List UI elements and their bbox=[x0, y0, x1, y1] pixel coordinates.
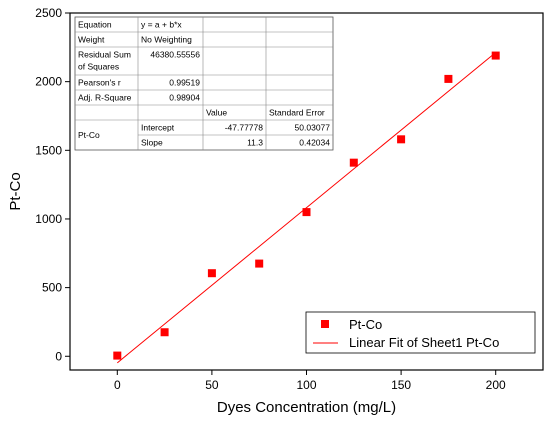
data-point bbox=[397, 135, 406, 144]
table-cell: Weight bbox=[78, 35, 105, 45]
table-cell: 0.98904 bbox=[169, 93, 200, 103]
table-cell: 0.42034 bbox=[299, 138, 330, 148]
table-cell: of Squares bbox=[78, 62, 119, 72]
table-cell: 11.3 bbox=[247, 138, 263, 148]
table-cell: 50.03077 bbox=[295, 123, 331, 133]
legend-marker-square bbox=[321, 320, 329, 328]
y-tick-label: 1000 bbox=[35, 212, 62, 226]
table-cell: Equation bbox=[78, 20, 112, 30]
table-cell: Pearson's r bbox=[78, 78, 121, 88]
table-cell: Value bbox=[206, 108, 227, 118]
data-point bbox=[207, 269, 216, 278]
fit-line bbox=[116, 52, 497, 364]
data-point bbox=[255, 259, 264, 268]
data-point bbox=[491, 51, 500, 60]
table-cell: Slope bbox=[141, 138, 163, 148]
y-tick-label: 2500 bbox=[35, 6, 62, 20]
data-points bbox=[113, 51, 500, 360]
y-tick-label: 500 bbox=[42, 281, 62, 295]
table-cell: Intercept bbox=[141, 123, 175, 133]
legend-label: Linear Fit of Sheet1 Pt-Co bbox=[349, 335, 499, 350]
y-tick-label: 1500 bbox=[35, 143, 62, 157]
legend: Pt-Co Linear Fit of Sheet1 Pt-Co bbox=[305, 311, 536, 354]
table-frame bbox=[74, 16, 334, 151]
data-point bbox=[113, 351, 122, 360]
table-cell: 46380.55556 bbox=[150, 50, 200, 60]
table-cell: Standard Error bbox=[269, 108, 325, 118]
table-cell: y = a + b*x bbox=[141, 20, 182, 30]
legend-label: Pt-Co bbox=[349, 317, 382, 332]
data-point bbox=[349, 158, 358, 167]
y-tick-label: 2000 bbox=[35, 75, 62, 89]
x-tick-label: 150 bbox=[391, 378, 411, 392]
x-tick-label: 200 bbox=[486, 378, 506, 392]
x-tick-label: 100 bbox=[296, 378, 316, 392]
x-tick-label: 50 bbox=[205, 378, 219, 392]
x-axis-title: Dyes Concentration (mg/L) bbox=[217, 399, 396, 416]
fit-results-table: Equation y = a + b*x Weight No Weighting Res… bbox=[74, 16, 334, 151]
y-tick-label: 0 bbox=[55, 349, 62, 363]
data-point bbox=[302, 208, 311, 217]
legend-frame bbox=[305, 311, 536, 354]
table-cell: -47.77778 bbox=[225, 123, 264, 133]
table-cell: Pt-Co bbox=[78, 130, 100, 140]
table-cell: Residual Sum bbox=[78, 50, 131, 60]
data-point bbox=[160, 328, 169, 337]
table-cell: No Weighting bbox=[141, 35, 192, 45]
data-point bbox=[444, 74, 453, 83]
x-tick-label: 0 bbox=[114, 378, 121, 392]
y-axis-title: Pt-Co bbox=[7, 172, 24, 210]
table-cell: Adj. R-Square bbox=[78, 93, 132, 103]
fit-line-segment bbox=[116, 52, 497, 364]
table-cell: 0.99519 bbox=[169, 78, 200, 88]
